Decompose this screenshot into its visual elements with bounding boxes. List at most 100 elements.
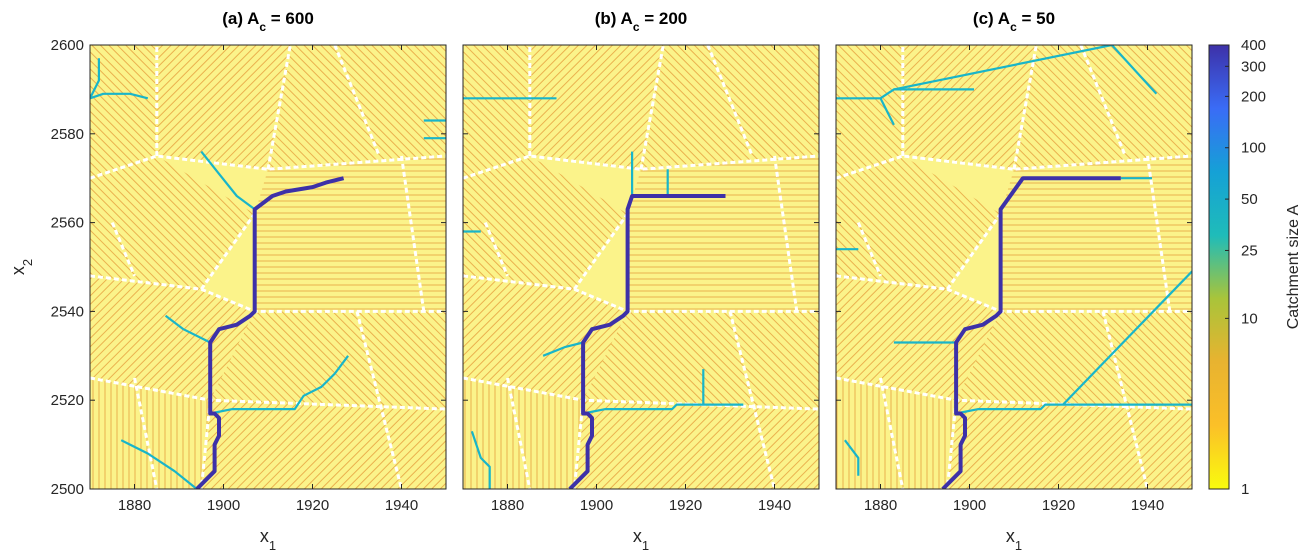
x-axis-label: x1 [633,526,649,550]
catchment-divide [1146,155,1172,312]
panel-title: (a) Ac = 600 [222,9,314,34]
x-tick-label: 1920 [296,497,329,514]
tributary-channel [893,45,1113,91]
tributary-channel [164,314,211,344]
catchment-divide [90,154,446,180]
main-channel [568,194,726,489]
flow-field [836,45,1192,489]
y-axis-label: x2 [8,259,35,275]
x-tick-label: 1900 [953,497,986,514]
catchment-divide [856,222,882,277]
catchment-divide [639,45,665,170]
catchment-region [463,275,628,401]
catchment-region [463,45,530,179]
x-tick-label: 1920 [1042,497,1075,514]
y-tick-label: 2500 [51,481,84,498]
catchment-divide [463,274,819,313]
catchment-region [583,311,819,410]
colorbar-tick-label: 100 [1241,140,1266,157]
x-axis-label: x1 [1006,526,1022,550]
catchment-divide [836,154,1192,180]
catchment-region [268,45,446,170]
axes-frame [462,44,820,490]
x-tick-label: 1900 [580,497,613,514]
x-tick-label: 1940 [1131,497,1164,514]
catchment-divide [199,400,212,489]
colorbar-tick-label: 400 [1241,37,1266,54]
x-tick-label: 1880 [118,497,151,514]
panel-0: 1880 1900 1920 1940 x1 2500 2520 2540 2560 2580 26… [8,9,447,550]
catchment-region [1014,45,1192,170]
catchment-divide [1079,45,1127,157]
catchment-divide [400,155,426,312]
tributary-channel [120,439,198,489]
catchment-region [836,378,957,489]
tributary-channel [836,88,974,100]
colorbar-tick-label: 300 [1241,58,1266,75]
y-tick-label: 2580 [51,126,84,143]
tributary-channel [844,439,860,476]
catchment-region [836,275,1001,401]
colorbar-tick-label: 200 [1241,88,1266,105]
main-channel [941,176,1121,489]
panel-2: 1880 1900 1920 1940 x1 (c) Ac = 50 [835,9,1193,550]
flow-field [90,45,446,489]
catchment-divide [266,45,292,170]
colorbar-tick-label: 10 [1241,310,1258,327]
y-tick-label: 2520 [51,392,84,409]
catchment-divide [572,400,585,489]
tributary-channel [955,403,1192,415]
colorbar-tick-label: 50 [1241,191,1258,208]
catchment-region [1000,156,1192,312]
colorbar-tick-label: 1 [1241,481,1249,498]
catchment-divide [1012,45,1038,170]
tributary-channel [542,341,584,357]
tributary-channel [1062,270,1192,406]
catchment-region [90,45,157,179]
catchment-divide [110,222,136,277]
axes-frame [89,44,447,490]
catchment-divide [483,222,509,277]
colorbar-scale [1208,44,1230,490]
catchment-region [641,45,819,170]
tributary-channel [582,403,744,415]
catchment-divide [333,45,381,157]
tributary-channel [209,355,349,415]
x-tick-label: 1880 [864,497,897,514]
catchment-region [90,378,211,489]
x-tick-label: 1920 [669,497,702,514]
y-tick-label: 2560 [51,215,84,232]
colorbar-label: Catchment size A [1285,204,1302,329]
colorbar: 1 10 25 50 100 200 300 400 Catchment size A [1208,37,1302,498]
catchment-divide [879,377,905,489]
catchment-divide [355,311,403,489]
tributary-channel [90,92,149,100]
tributary-channel [1111,45,1158,95]
catchment-divide [506,377,532,489]
catchment-region [902,45,1037,170]
catchment-divide [836,274,1192,313]
x-axis-label: x1 [260,526,276,550]
catchment-divide [728,311,776,489]
catchment-region [90,156,255,290]
catchment-region [836,45,903,179]
y-tick-label: 2600 [51,37,84,54]
flow-field [463,45,819,489]
panel-title: (b) Ac = 200 [595,9,688,34]
catchment-region [956,311,1192,410]
x-tick-label: 1880 [491,497,524,514]
catchment-divide [463,154,819,180]
axes-frame [835,44,1193,490]
panel-title: (c) Ac = 50 [973,9,1055,34]
catchment-divide [773,155,799,312]
tributary-channel [470,430,491,489]
catchment-divide [706,45,754,157]
panel-1: 1880 1900 1920 1940 x1 (b) Ac = 200 [462,9,820,550]
x-tick-label: 1900 [207,497,240,514]
catchment-divide [1101,311,1149,489]
main-channel [195,176,345,489]
catchment-divide [133,377,159,489]
catchment-region [156,45,291,170]
tributary-channel [879,97,895,126]
